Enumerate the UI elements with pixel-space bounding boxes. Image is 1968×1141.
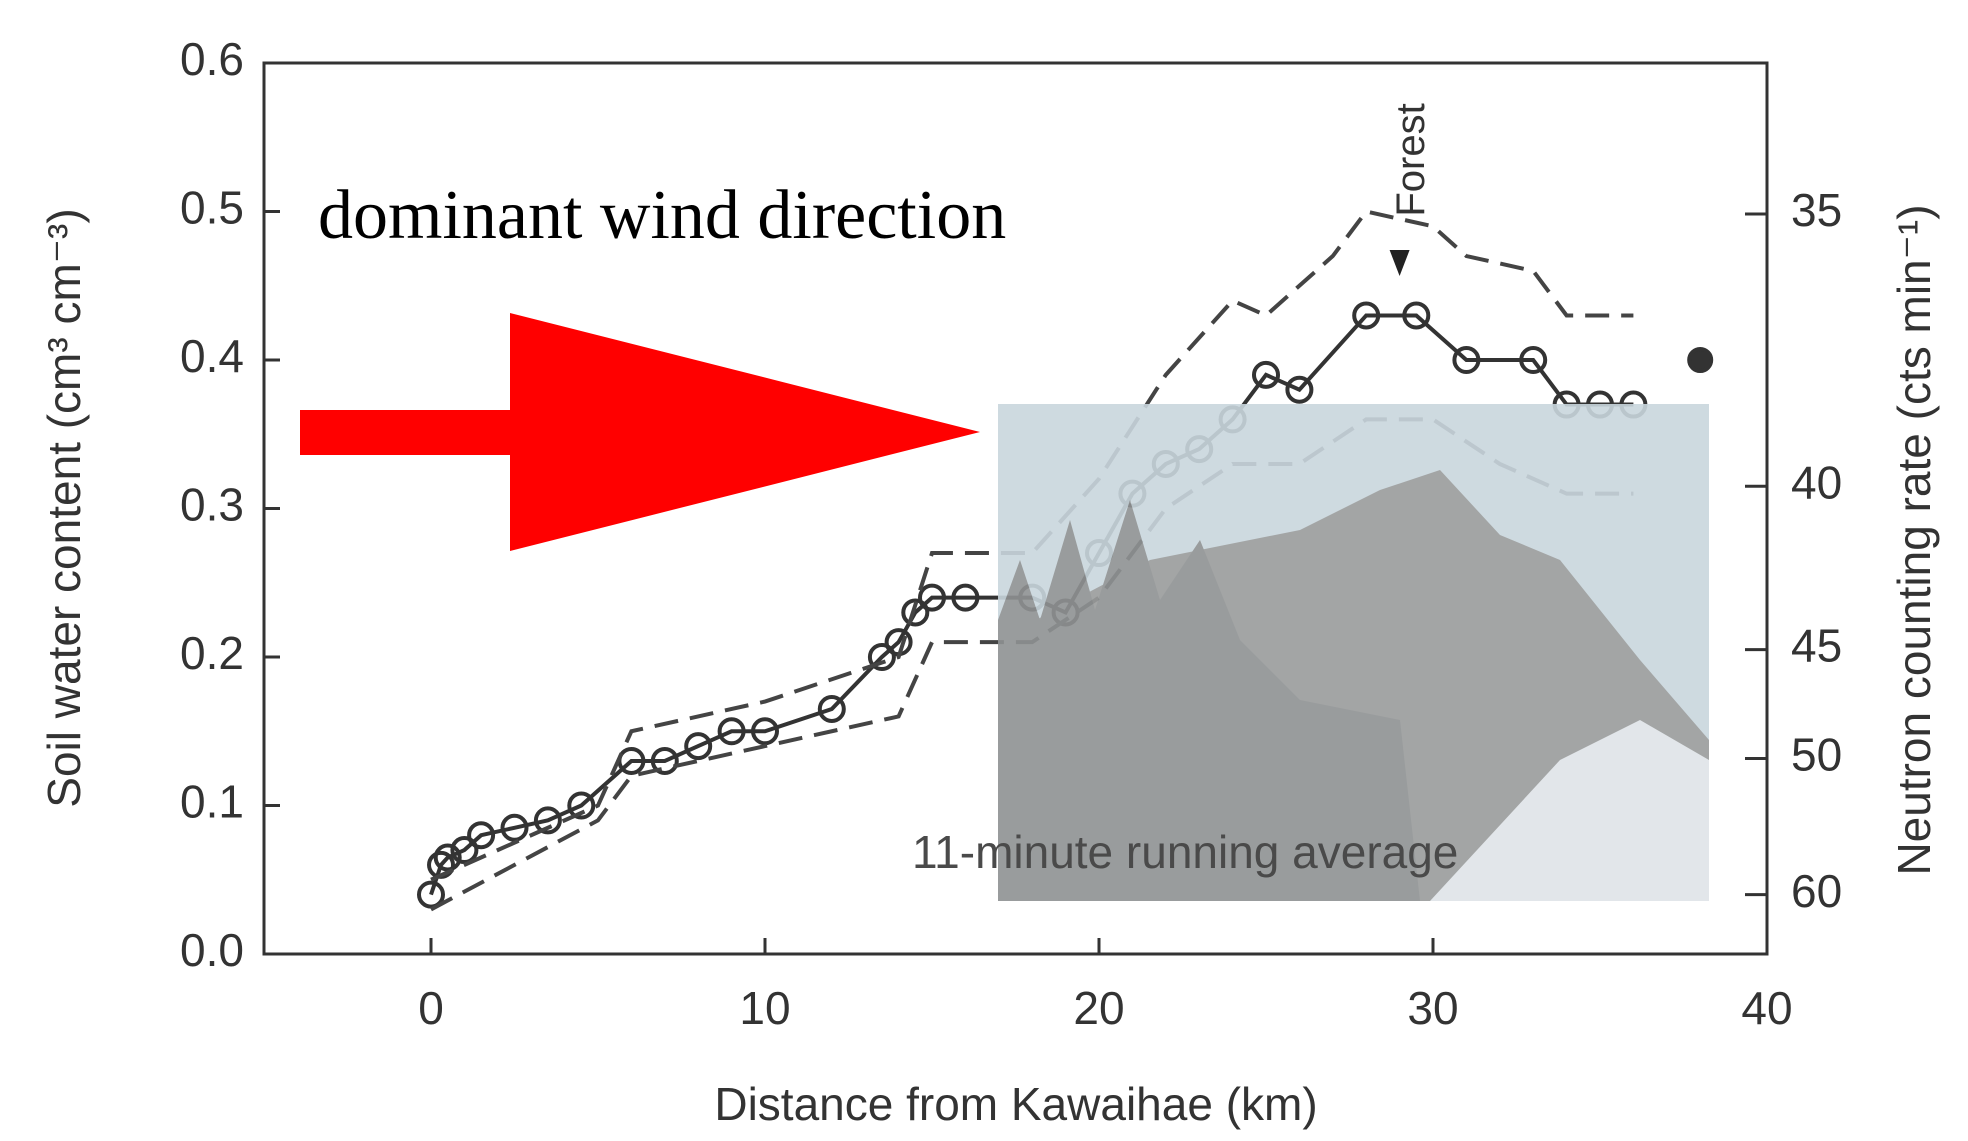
y2-tick-label: 60 [1791,865,1842,917]
x-axis-title: Distance from Kawaihae (km) [714,1078,1317,1130]
y2-tick-label: 35 [1791,184,1842,236]
x-tick-label: 20 [1073,982,1124,1034]
y-tick-label: 0.0 [180,924,244,976]
forest-marker [1390,250,1410,276]
x-tick-label: 40 [1741,982,1792,1034]
x-tick-label: 30 [1407,982,1458,1034]
y2-tick-label: 50 [1791,729,1842,781]
y-tick-label: 0.3 [180,479,244,531]
y2-tick-label: 40 [1791,456,1842,508]
y-tick-label: 0.1 [180,776,244,828]
forest-label: Forest [1389,103,1433,216]
y2-axis-title: Neutron counting rate (cts min⁻¹) [1888,204,1940,875]
y-tick-label: 0.2 [180,627,244,679]
y2-tick-label: 45 [1791,620,1842,672]
y-tick-label: 0.4 [180,330,244,382]
y-axis-title: Soil water content (cm³ cm⁻³) [38,208,90,807]
wind-label: dominant wind direction [318,177,1006,254]
x-tick-label: 10 [739,982,790,1034]
chart: Distance from Kawaihae (km) Soil water c… [0,0,1968,1141]
x-tick-label: 0 [418,982,444,1034]
y-tick-label: 0.5 [180,182,244,234]
y-tick-label: 0.6 [180,33,244,85]
wind-arrow [300,313,980,551]
average-label: 11-minute running average [912,826,1458,878]
data-point [1689,349,1711,371]
